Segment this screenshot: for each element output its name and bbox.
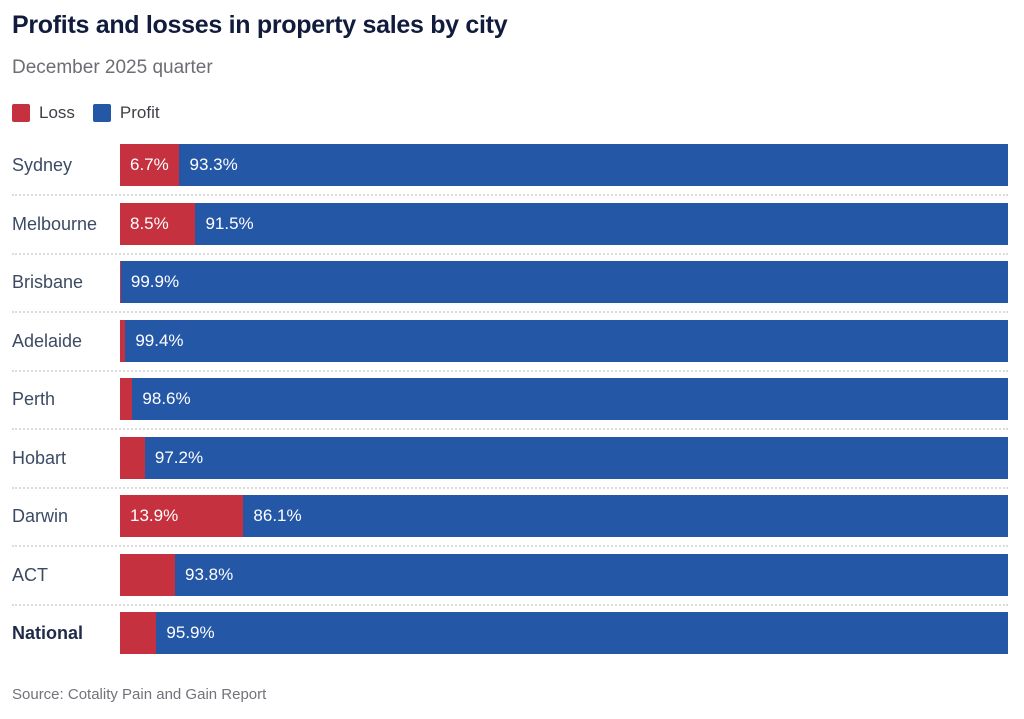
chart-title: Profits and losses in property sales by … xyxy=(12,11,508,39)
chart-row: Hobart 97.2% xyxy=(12,436,1008,496)
stacked-bar: 6.7% 93.3% xyxy=(120,144,1008,186)
chart-row: National 95.9% xyxy=(12,612,1008,654)
stacked-bar: 99.9% xyxy=(120,261,1008,303)
chart-subtitle: December 2025 quarter xyxy=(12,57,213,78)
stacked-bar: 95.9% xyxy=(120,612,1008,654)
loss-segment xyxy=(120,612,157,654)
loss-segment xyxy=(120,261,121,303)
loss-segment xyxy=(120,319,126,362)
stacked-bar: 98.6% xyxy=(120,378,1008,420)
profit-segment: 93.3% xyxy=(179,144,1008,186)
category-label: Adelaide xyxy=(12,330,83,351)
profit-segment: 86.1% xyxy=(243,495,1008,537)
chart-row: Sydney 6.7% 93.3% xyxy=(12,144,1008,203)
category-label: Darwin xyxy=(12,506,69,526)
profit-segment: 98.6% xyxy=(132,378,1008,420)
loss-value-label: 8.5% xyxy=(130,213,169,233)
profit-value-label: 99.9% xyxy=(130,272,180,291)
category-label: Sydney xyxy=(12,155,73,175)
source-note: Source: Cotality Pain and Gain Report xyxy=(12,686,267,703)
legend-item-profit: Profit xyxy=(92,103,160,123)
loss-segment: 6.7% xyxy=(120,144,180,186)
profit-value-label: 98.6% xyxy=(142,389,191,408)
loss-segment xyxy=(120,378,133,420)
loss-segment: 8.5% xyxy=(120,202,196,245)
profit-value-label: 97.2% xyxy=(154,447,204,467)
category-label: ACT xyxy=(12,564,48,585)
loss-segment xyxy=(120,436,145,479)
legend-item-loss: Loss xyxy=(12,103,75,123)
profit-value-label: 91.5% xyxy=(205,213,254,233)
chart-row: Perth 98.6% xyxy=(12,378,1008,437)
chart-row: Darwin 13.9% 86.1% xyxy=(12,495,1008,554)
stacked-bar: 93.8% xyxy=(120,553,1008,596)
chart-row: Adelaide 99.4% xyxy=(12,319,1008,379)
profit-value-label: 95.9% xyxy=(166,623,215,642)
profit-segment: 93.8% xyxy=(175,553,1008,596)
category-label: Melbourne xyxy=(12,213,98,234)
profit-segment: 97.2% xyxy=(144,436,1008,479)
stacked-bar: 99.4% xyxy=(120,319,1008,362)
stacked-bar: 8.5% 91.5% xyxy=(120,202,1008,245)
profit-segment: 91.5% xyxy=(195,202,1008,245)
chart-row: Brisbane 99.9% xyxy=(12,261,1008,320)
category-label: National xyxy=(12,623,84,643)
loss-segment: 13.9% xyxy=(120,495,244,537)
loss-segment xyxy=(120,553,176,596)
bar-chart: Sydney 6.7% 93.3% Melbourne 8.5% 91.5% Brisban… xyxy=(12,144,1008,654)
stacked-bar: 97.2% xyxy=(120,436,1008,479)
profit-value-label: 93.8% xyxy=(185,564,234,584)
category-label: Brisbane xyxy=(12,272,84,292)
legend-label-loss: Loss xyxy=(39,103,75,122)
profit-segment: 95.9% xyxy=(156,612,1008,654)
profit-segment: 99.4% xyxy=(125,319,1008,362)
loss-value-label: 6.7% xyxy=(130,155,169,174)
loss-swatch-icon xyxy=(12,104,30,122)
chart-row: Melbourne 8.5% 91.5% xyxy=(12,202,1008,262)
legend-label-profit: Profit xyxy=(119,103,160,122)
chart-row: ACT 93.8% xyxy=(12,553,1008,613)
category-label: Hobart xyxy=(12,447,67,468)
loss-value-label: 13.9% xyxy=(130,506,179,525)
legend: Loss Profit xyxy=(12,103,1008,123)
stacked-bar: 13.9% 86.1% xyxy=(120,495,1008,537)
profit-swatch-icon xyxy=(92,104,111,122)
category-label: Perth xyxy=(12,389,56,409)
profit-segment: 99.9% xyxy=(120,261,1008,303)
profit-value-label: 86.1% xyxy=(253,506,302,525)
profit-value-label: 99.4% xyxy=(135,330,184,350)
profit-value-label: 93.3% xyxy=(189,155,238,174)
